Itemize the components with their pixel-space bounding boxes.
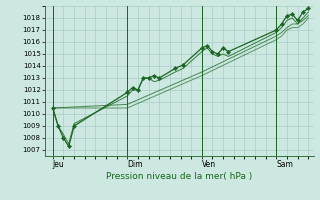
- X-axis label: Pression niveau de la mer( hPa ): Pression niveau de la mer( hPa ): [106, 172, 252, 181]
